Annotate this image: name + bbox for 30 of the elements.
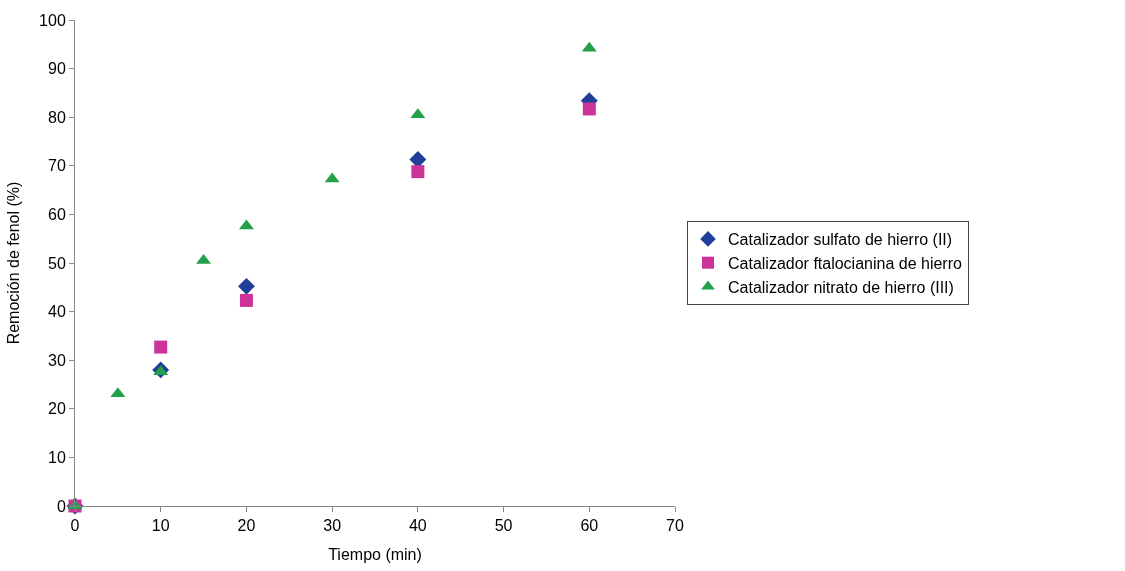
y-tick-label: 10 (48, 449, 66, 466)
y-tick-label: 80 (48, 108, 66, 126)
x-tick-label: 20 (237, 517, 256, 535)
y-tick-label: 50 (48, 254, 66, 272)
x-tick-label: 60 (580, 517, 599, 535)
x-tick-label: 40 (408, 517, 427, 535)
x-tick-label: 10 (151, 517, 170, 535)
x-tick-label: 50 (494, 517, 513, 535)
y-tick-label: 30 (48, 351, 66, 369)
y-tick-label: 100 (39, 11, 66, 29)
point (239, 293, 253, 307)
x-tick-label: 70 (666, 517, 684, 535)
x-axis-title: Tiempo (min) (328, 545, 422, 563)
legend-label: Catalizador ftalocianina de hierro (728, 254, 963, 272)
y-axis-title: Remoción de fenol (%) (5, 181, 22, 345)
legend-label: Catalizador nitrato de hierro (III) (728, 278, 954, 296)
x-tick-label: 30 (323, 517, 342, 535)
y-tick-label: 0 (56, 497, 66, 515)
y-tick-label: 90 (48, 60, 66, 78)
y-tick-label: 20 (48, 400, 66, 418)
y-tick-label: 70 (48, 157, 66, 175)
point (409, 151, 427, 168)
point (411, 165, 425, 179)
point (582, 102, 596, 116)
y-tick-label: 40 (48, 303, 66, 321)
legend-label: Catalizador sulfato de hierro (II) (728, 231, 953, 249)
x-tick-label: 0 (70, 517, 80, 535)
y-tick-label: 60 (48, 206, 66, 223)
point (237, 277, 255, 295)
point (154, 340, 168, 354)
